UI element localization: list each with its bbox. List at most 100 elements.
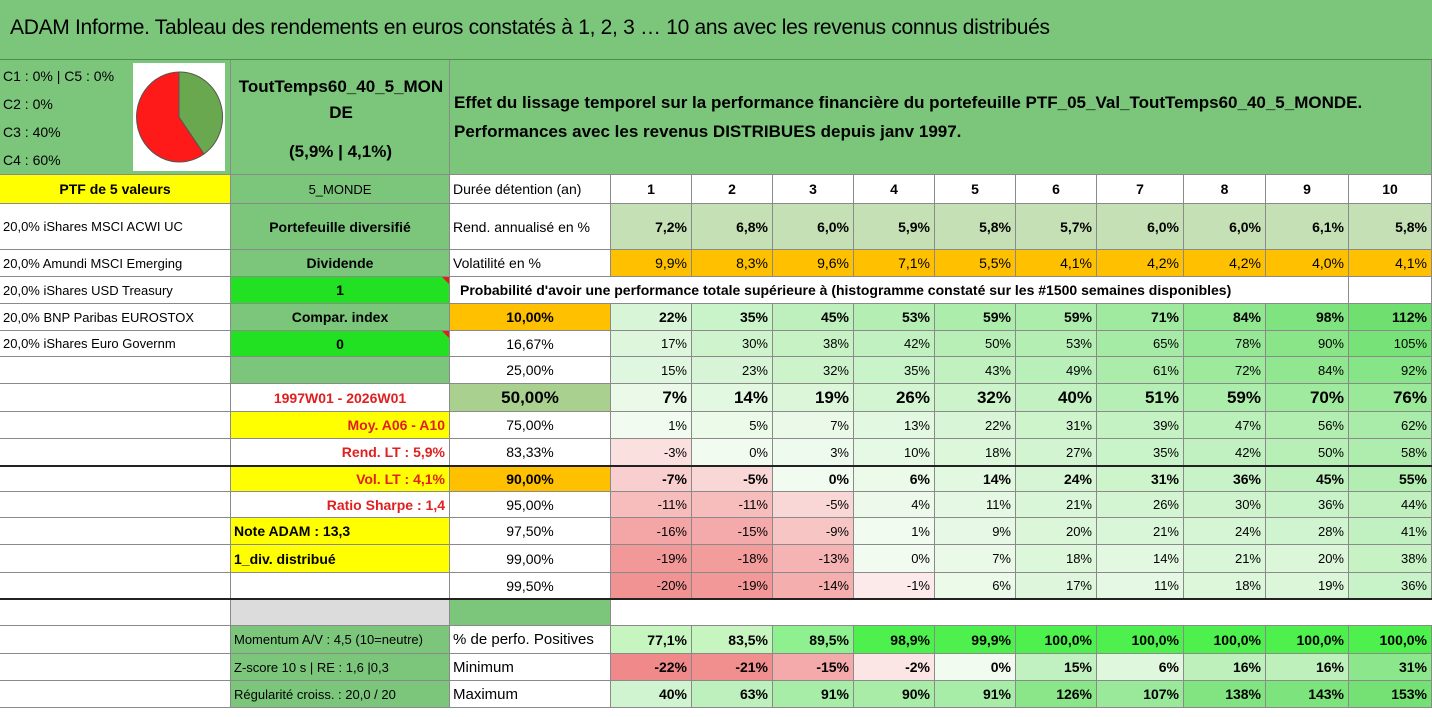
quantile-value: 36% — [1184, 466, 1266, 492]
empty-cell — [0, 545, 231, 573]
quantile-value: 42% — [854, 331, 935, 357]
holding-item[interactable]: 20,0% Amundi MSCI Emerging — [0, 250, 231, 277]
quantile-value: 0% — [692, 439, 773, 466]
quantile-value: -1% — [854, 573, 935, 599]
annualized-return-value: 7,2% — [611, 204, 692, 250]
quantile-value: 44% — [1349, 492, 1432, 518]
quantile-label: 99,00% — [450, 545, 611, 573]
compar-index-value[interactable]: 0 — [231, 331, 450, 357]
quantile-value: 19% — [773, 384, 854, 412]
quantile-value: -11% — [692, 492, 773, 518]
quantile-value: 112% — [1349, 304, 1432, 331]
quantile-value: 56% — [1266, 412, 1349, 439]
volatility-value: 4,0% — [1266, 250, 1349, 277]
maximum-value: 126% — [1016, 681, 1097, 708]
minimum-value: -22% — [611, 654, 692, 681]
allocation-line: C2 : 0% — [3, 96, 53, 112]
empty-cell — [231, 357, 450, 384]
quantile-value: 30% — [692, 331, 773, 357]
volatility-value: 5,5% — [935, 250, 1016, 277]
quantile-value: 1% — [611, 412, 692, 439]
quantile-label: 83,33% — [450, 439, 611, 466]
holding-item[interactable]: 20,0% iShares Euro Governm — [0, 331, 231, 357]
annualized-return-value: 6,1% — [1266, 204, 1349, 250]
quantile-value: 41% — [1349, 518, 1432, 545]
quantile-value: -5% — [692, 466, 773, 492]
year-header: 1 — [611, 175, 692, 204]
report-title-bar: ADAM Informe. Tableau des rendements en … — [0, 0, 1432, 60]
empty-cell — [0, 681, 231, 708]
quantile-value: 36% — [1349, 573, 1432, 599]
quantile-value: 22% — [935, 412, 1016, 439]
quantile-value: 35% — [1097, 439, 1184, 466]
allocation-line: C3 : 40% — [3, 124, 61, 140]
quantile-value: 14% — [935, 466, 1016, 492]
portfolio-name: ToutTemps60_40_5_MONDE — [238, 77, 444, 122]
compar-index-label: Compar. index — [231, 304, 450, 331]
year-header: 8 — [1184, 175, 1266, 204]
holding-item[interactable]: 20,0% iShares USD Treasury — [0, 277, 231, 304]
allocation-line: C1 : 0% | C5 : 0% — [3, 68, 115, 84]
volatility-value: 4,1% — [1349, 250, 1432, 277]
empty-cell — [0, 573, 231, 599]
annualized-return-value: 5,9% — [854, 204, 935, 250]
annualized-return-value: 5,8% — [935, 204, 1016, 250]
quantile-value: 11% — [935, 492, 1016, 518]
quantile-label: 99,50% — [450, 573, 611, 599]
dividend-value[interactable]: 1 — [231, 277, 450, 304]
holding-period-label: Durée détention (an) — [450, 175, 611, 204]
allocation-box: C1 : 0% | C5 : 0% C2 : 0% C3 : 40% C4 : … — [0, 60, 231, 175]
quantile-value: 42% — [1184, 439, 1266, 466]
volatility-value: 9,9% — [611, 250, 692, 277]
quantile-value: 59% — [1184, 384, 1266, 412]
quantile-value: 59% — [935, 304, 1016, 331]
empty-cell — [611, 599, 1432, 626]
year-header: 4 — [854, 175, 935, 204]
quantile-value: 6% — [854, 466, 935, 492]
quantile-value: -14% — [773, 573, 854, 599]
quantile-label: 95,00% — [450, 492, 611, 518]
quantile-value: -16% — [611, 518, 692, 545]
quantile-value: 18% — [1016, 545, 1097, 573]
quantile-value: -7% — [611, 466, 692, 492]
quantile-value: 17% — [611, 331, 692, 357]
portfolio-stats: (5,9% | 4,1%) — [288, 142, 393, 161]
pie-slice-c4 — [136, 71, 205, 163]
quantile-value: -19% — [692, 573, 773, 599]
quantile-value: 24% — [1184, 518, 1266, 545]
empty-cell — [0, 384, 231, 412]
annualized-return-value: 6,0% — [773, 204, 854, 250]
positive-perf-value: 100,0% — [1184, 626, 1266, 654]
quantile-value: 11% — [1097, 573, 1184, 599]
quantile-value: 55% — [1349, 466, 1432, 492]
empty-cell — [231, 573, 450, 599]
empty-cell — [0, 466, 231, 492]
volatility-value: 4,2% — [1097, 250, 1184, 277]
quantile-value: 13% — [854, 412, 935, 439]
quantile-label: 10,00% — [450, 304, 611, 331]
empty-cell — [0, 492, 231, 518]
minimum-value: 31% — [1349, 654, 1432, 681]
quantile-value: 40% — [1016, 384, 1097, 412]
quantile-value: 35% — [854, 357, 935, 384]
quantile-value: 90% — [1266, 331, 1349, 357]
year-header: 3 — [773, 175, 854, 204]
annualized-return-value: 6,0% — [1184, 204, 1266, 250]
minimum-value: 6% — [1097, 654, 1184, 681]
maximum-value: 143% — [1266, 681, 1349, 708]
quantile-value: 5% — [692, 412, 773, 439]
quantile-value: 9% — [935, 518, 1016, 545]
quantile-label: 25,00% — [450, 357, 611, 384]
volatility-value: 4,1% — [1016, 250, 1097, 277]
holding-item[interactable]: 20,0% iShares MSCI ACWI UC — [0, 204, 231, 250]
quantile-value: -19% — [611, 545, 692, 573]
quantile-value: 7% — [773, 412, 854, 439]
quantile-value: 1% — [854, 518, 935, 545]
holding-item[interactable]: 20,0% BNP Paribas EUROSTOX — [0, 304, 231, 331]
quantile-value: 0% — [854, 545, 935, 573]
allocation-line: C4 : 60% — [3, 152, 61, 168]
row-separator — [0, 465, 1432, 467]
quantile-value: 62% — [1349, 412, 1432, 439]
quantile-value: 14% — [1097, 545, 1184, 573]
minimum-value: -21% — [692, 654, 773, 681]
